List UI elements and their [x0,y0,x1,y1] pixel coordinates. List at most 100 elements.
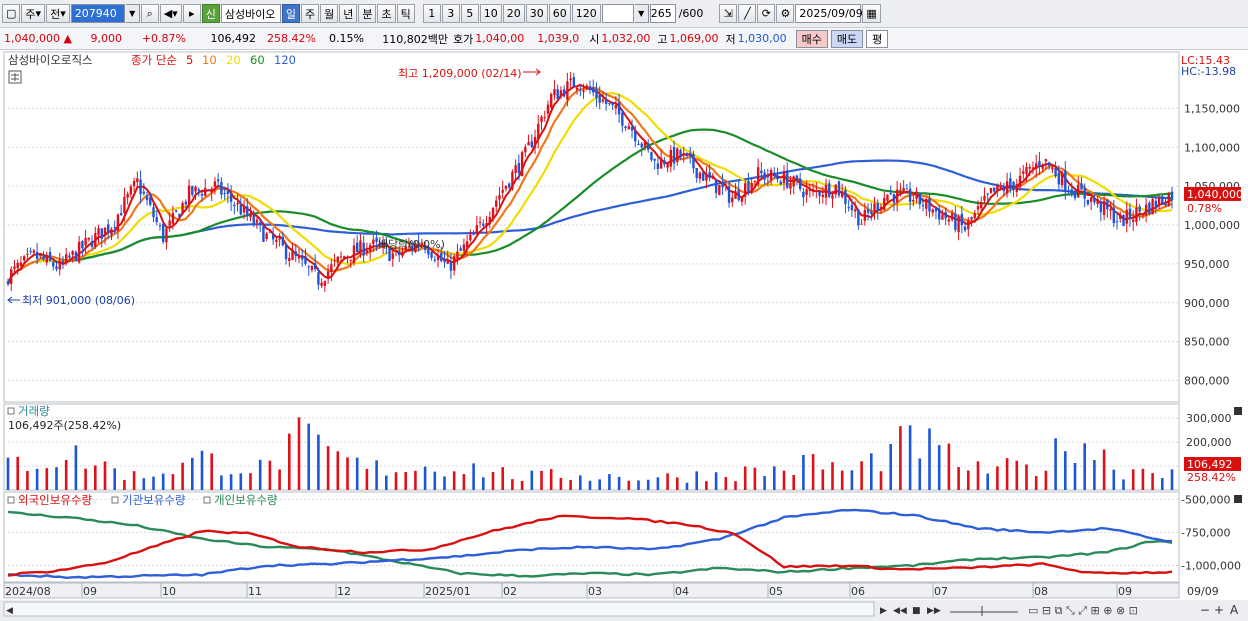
holdings-close-icon[interactable] [1234,495,1242,503]
date-input[interactable]: 2025/09/09 [795,4,863,23]
high-annotation: 최고 1,209,000 (02/14) [398,67,522,80]
interval-button-120[interactable]: 120 [571,4,601,23]
candle-body [546,104,550,114]
speaker-icon[interactable]: ◀▾ [159,4,182,23]
candle-body [701,172,705,181]
candle-body [6,281,10,285]
period-tab-5[interactable]: 초 [377,4,396,23]
settings-icon[interactable]: ⚙ [776,4,795,23]
refresh-icon[interactable]: ⟳ [757,4,776,23]
stock-chart[interactable]: 800,000 850,000 900,000 950,000 1,000,000 1,0… [0,50,1248,621]
layout-icons[interactable]: ▭ ⊟ ⧉ ⤡ ⤢ ⊞ ⊕ ⊗ ⊡ [1028,604,1138,617]
mode-select[interactable]: 주 ▾ [21,4,46,23]
candle-body [1054,168,1057,176]
interval-button-20[interactable]: 20 [502,4,525,23]
volume-bar [297,417,301,490]
candle-body [13,266,16,269]
stop-icon[interactable]: ■ [912,606,921,616]
candle-body [362,242,365,256]
period-tab-4[interactable]: 분 [358,4,377,23]
zoom-icon[interactable]: ⇲ [719,4,738,23]
volume-bar [16,456,19,490]
zoom-slider[interactable] [950,606,1018,616]
low-label: 저 [725,32,736,46]
candle-body [989,188,993,193]
volume-bar [462,474,466,490]
stock-code-input[interactable]: 207940 [70,4,125,23]
period-tab-3[interactable]: 년 [339,4,358,23]
candle-body [1015,184,1018,192]
ma-legend-120: 120 [274,53,296,67]
period-tab-6[interactable]: 틱 [396,4,415,23]
candle-body [711,176,715,179]
text-tool-icon[interactable]: A [1230,603,1239,617]
fast-forward-icon[interactable]: ▶▶ [927,606,941,616]
candle-body [171,212,175,224]
basis-select[interactable]: 전 ▾ [46,4,70,23]
average-button[interactable]: 평 [866,29,889,48]
last-price-box [1184,186,1241,201]
volume-info: 106,492주(258.42%) [8,419,121,432]
scroll-right-icon[interactable]: ▶ [880,606,887,616]
search-icon[interactable]: ⌕ [140,4,159,23]
holdings-legend-icon [111,496,119,504]
horizontal-scrollbar[interactable] [3,601,875,617]
interval-button-10[interactable]: 10 [479,4,502,23]
calendar-icon[interactable]: ▦ [862,4,881,23]
last-volume-pct: 258.42% [1187,471,1236,484]
price-tick-label: 900,000 [1184,297,1230,310]
volume-close-icon[interactable] [1234,407,1242,415]
interval-dropdown-icon[interactable]: ▼ [634,4,649,23]
volume-bar [996,466,999,490]
candle-body [242,205,246,213]
draw-icon[interactable]: ╱ [738,4,757,23]
zoom-out-icon[interactable]: − [1200,603,1210,617]
candle-body [352,245,356,263]
stock-name-field[interactable]: 삼성바이오 [220,4,281,23]
holdings-individual-line [7,510,1173,578]
sell-button[interactable]: 매도 [830,29,864,48]
code-dropdown-icon[interactable]: ▼ [125,4,140,23]
candle-body [938,208,941,220]
candle-body [84,237,87,246]
candle-body [831,195,834,199]
arrow-icon[interactable]: ▸ [182,4,201,23]
period-tab-0[interactable]: 일 [281,4,300,23]
candle-body [1161,196,1164,204]
candle-body [1089,197,1093,202]
basis-label: 전 [50,7,61,21]
volume-bar [317,434,320,490]
interval-button-30[interactable]: 30 [525,4,548,23]
candle-body [187,185,191,205]
candle-body [653,158,656,161]
volume-bar [229,474,233,490]
candle-body [1119,214,1122,219]
scroll-left-icon[interactable]: ◀ [6,606,13,616]
period-tab-1[interactable]: 주 [300,4,320,23]
interval-button-3[interactable]: 3 [441,4,460,23]
interval-button-60[interactable]: 60 [548,4,571,23]
interval-button-5[interactable]: 5 [460,4,479,23]
candle-body [498,195,501,200]
rewind-icon[interactable]: ◀◀ [893,606,907,616]
candle-body [356,242,359,252]
interval-button-1[interactable]: 1 [422,4,441,23]
candle-body [229,194,233,202]
zoom-in-icon[interactable]: + [1214,603,1224,617]
period-tab-2[interactable]: 월 [320,4,339,23]
credit-badge[interactable]: 신 [201,4,220,23]
custom-interval-input[interactable] [601,4,634,23]
turnover-rate: 0.15% [329,32,364,45]
count-input[interactable]: 265 [649,4,676,23]
candle-body [572,77,576,88]
last-volume-label: 106,492 [1187,458,1233,471]
buy-button[interactable]: 매수 [795,29,828,48]
volume-bar [258,459,262,490]
candle-body [42,255,45,260]
window-icon[interactable]: ▢ [2,4,21,23]
date-tick-label: 06 [851,585,865,598]
candle-body [239,204,242,215]
candle-body [365,250,369,253]
candle-body [391,253,394,259]
candle-body [601,99,605,102]
